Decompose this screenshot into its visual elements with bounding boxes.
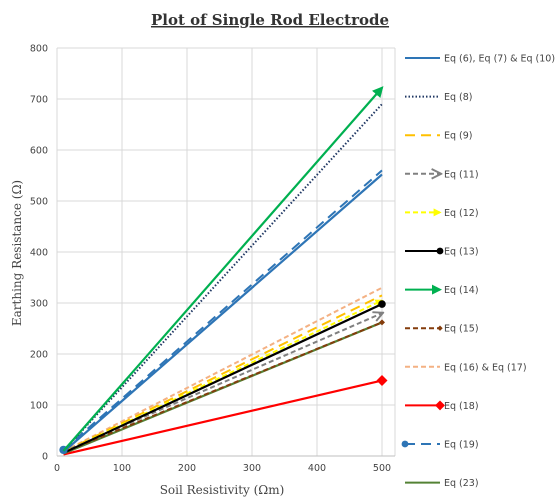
legend-label: Eq (15) — [444, 324, 479, 335]
marker-diamond — [435, 400, 445, 411]
legend-label: Eq (23) — [444, 478, 479, 489]
y-tick-label: 100 — [30, 401, 48, 412]
marker-diamond — [437, 325, 443, 331]
legend-item: Eq (9) — [405, 131, 473, 142]
legend-item: Eq (23) — [405, 478, 479, 489]
legend-label: Eq (12) — [444, 208, 479, 219]
series-line-8 — [63, 286, 383, 453]
series-line-2 — [63, 294, 383, 453]
y-tick-label: 300 — [30, 299, 48, 310]
legend-label: Eq (16) & Eq (17) — [444, 362, 527, 373]
legend-label: Eq (13) — [444, 247, 479, 258]
x-tick-label: 200 — [178, 463, 196, 474]
legend-item: Eq (8) — [405, 92, 473, 103]
series-line-6 — [62, 86, 384, 452]
series-line-1 — [62, 103, 383, 452]
x-tick-label: 300 — [243, 463, 261, 474]
legend-item: Eq (15) — [405, 324, 479, 335]
legend-item: Eq (14) — [405, 284, 479, 296]
legend-item: Eq (16) & Eq (17) — [405, 362, 527, 373]
marker-diamond — [379, 319, 385, 326]
marker-circle — [436, 247, 444, 255]
y-tick-label: 200 — [30, 350, 48, 361]
y-tick-label: 0 — [42, 452, 48, 463]
chart-title: Plot of Single Rod Electrode — [151, 11, 389, 29]
y-axis-ticks: 0 100 200 300 400 500 600 700 800 — [30, 44, 48, 463]
x-tick-label: 500 — [373, 463, 391, 474]
y-tick-label: 500 — [30, 197, 48, 208]
x-tick-label: 400 — [308, 463, 326, 474]
legend-item: Eq (12) — [405, 208, 479, 219]
legend-label: Eq (9) — [444, 131, 473, 142]
series-line-10 — [62, 169, 383, 451]
y-tick-label: 700 — [30, 95, 48, 106]
legend-item: Eq (11) — [405, 169, 479, 180]
legend-label: Eq (6), Eq (7) & Eq (10) — [444, 54, 555, 65]
legend-label: Eq (18) — [444, 401, 479, 412]
series-group — [59, 86, 388, 456]
x-axis-ticks: 0 100 200 300 400 500 — [54, 463, 391, 474]
legend-item: Eq (13) — [405, 247, 479, 258]
series-line-9 — [63, 379, 383, 456]
legend-label: Eq (14) — [444, 285, 479, 296]
legend-item: Eq (6), Eq (7) & Eq (10) — [405, 54, 555, 65]
marker-circle — [378, 300, 386, 308]
y-tick-label: 600 — [30, 146, 48, 157]
legend: Eq (6), Eq (7) & Eq (10) Eq (8) Eq (9) Eq (… — [401, 54, 555, 489]
grid — [56, 47, 396, 457]
legend-item: Eq (18) — [405, 400, 479, 412]
series-line-7 — [63, 321, 383, 454]
marker-diamond — [376, 375, 388, 387]
x-tick-label: 0 — [54, 463, 60, 474]
marker-circle — [401, 440, 409, 448]
legend-label: Eq (8) — [444, 92, 473, 103]
x-tick-label: 100 — [113, 463, 131, 474]
x-axis-title: Soil Resistivity (Ωm) — [160, 483, 285, 497]
series-line-0 — [62, 173, 383, 453]
series-line-5 — [63, 303, 383, 454]
y-tick-label: 800 — [30, 44, 48, 55]
y-axis-title: Earthing Resistance (Ω) — [10, 180, 24, 326]
legend-label: Eq (11) — [444, 169, 479, 180]
y-tick-label: 400 — [30, 248, 48, 259]
legend-item: Eq (19) — [401, 440, 479, 451]
legend-label: Eq (19) — [444, 440, 479, 451]
